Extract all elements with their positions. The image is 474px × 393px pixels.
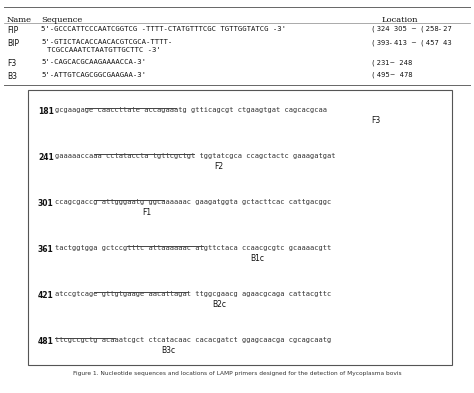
Text: Figure 1. Nucleotide sequences and locations of LAMP primers designed for the de: Figure 1. Nucleotide sequences and locat… (73, 371, 401, 376)
Text: B3: B3 (7, 72, 17, 81)
Text: F2: F2 (214, 162, 223, 171)
Text: 361: 361 (38, 245, 54, 254)
Text: Sequence: Sequence (41, 16, 82, 24)
Text: 5'-ATTGTCAGCGGCGAAGAA-3': 5'-ATTGTCAGCGGCGAAGAA-3' (41, 72, 146, 78)
Text: F3: F3 (371, 116, 380, 125)
Bar (28, 90, 452, 365)
Text: 5'-CAGCACGCAAGAAAACCA-3': 5'-CAGCACGCAAGAAAACCA-3' (41, 59, 146, 65)
Text: B3c: B3c (161, 345, 175, 354)
Text: 181: 181 (38, 107, 54, 116)
Text: F1: F1 (142, 208, 151, 217)
Text: gcgaagage caaccttate accagaaatg gtticagcgt ctgaagtgat cagcacgcaa: gcgaagage caaccttate accagaaatg gtticagc… (55, 107, 327, 114)
Text: F3: F3 (7, 59, 16, 68)
Text: BIP: BIP (7, 39, 19, 48)
Text: ( 495~  478: ( 495~ 478 (372, 72, 413, 79)
Text: 5'-GCCCATTCCCAATCGGTCG -TTTT-CTATGTTTCGC TGTTGGTATCG -3': 5'-GCCCATTCCCAATCGGTCG -TTTT-CTATGTTTCGC… (41, 26, 286, 32)
Text: 481: 481 (38, 336, 54, 345)
Text: ( 324  305  ~  ( 258- 27: ( 324 305 ~ ( 258- 27 (372, 26, 452, 33)
Text: FIP: FIP (7, 26, 18, 35)
Text: ( 231~  248: ( 231~ 248 (372, 59, 412, 66)
Text: TCGCCAAATCTAATGTTGCTTC -3': TCGCCAAATCTAATGTTGCTTC -3' (47, 47, 161, 53)
Text: gaaaaaccaaa cctataccta tgttcgctgt tggtatcgca ccagctactc gaaagatgat: gaaaaaccaaa cctataccta tgttcgctgt tggtat… (55, 153, 336, 159)
Text: tactggtgga gctccgtttc attaaaaaac atgttctaca ccaacgcgtc gcaaaacgtt: tactggtgga gctccgtttc attaaaaaac atgttct… (55, 245, 331, 251)
Text: B2c: B2c (212, 300, 226, 309)
Text: ttcgccgctg acaaatcgct ctcatacaac cacacgatct ggagcaacga cgcagcaatg: ttcgccgctg acaaatcgct ctcatacaac cacacga… (55, 336, 331, 343)
Text: 5'-GTICTACACCAACACGTCGCA-TTTT-: 5'-GTICTACACCAACACGTCGCA-TTTT- (41, 39, 172, 45)
Text: Name: Name (7, 16, 32, 24)
Text: ( 393- 413  ~  ( 457  43: ( 393- 413 ~ ( 457 43 (372, 39, 452, 46)
Text: ccagcgaccg attgggaatg ggcaaaaaac gaagatggta gctacttcac cattgacggc: ccagcgaccg attgggaatg ggcaaaaaac gaagatg… (55, 199, 331, 205)
Text: 241: 241 (38, 153, 54, 162)
Text: B1c: B1c (250, 254, 264, 263)
Text: 421: 421 (38, 291, 54, 300)
Text: 301: 301 (38, 199, 54, 208)
Text: Location: Location (382, 16, 419, 24)
Text: atccgtcage gttgtgaage aacattagat ttggcgaacg agaacgcaga cattacgttc: atccgtcage gttgtgaage aacattagat ttggcga… (55, 291, 331, 297)
